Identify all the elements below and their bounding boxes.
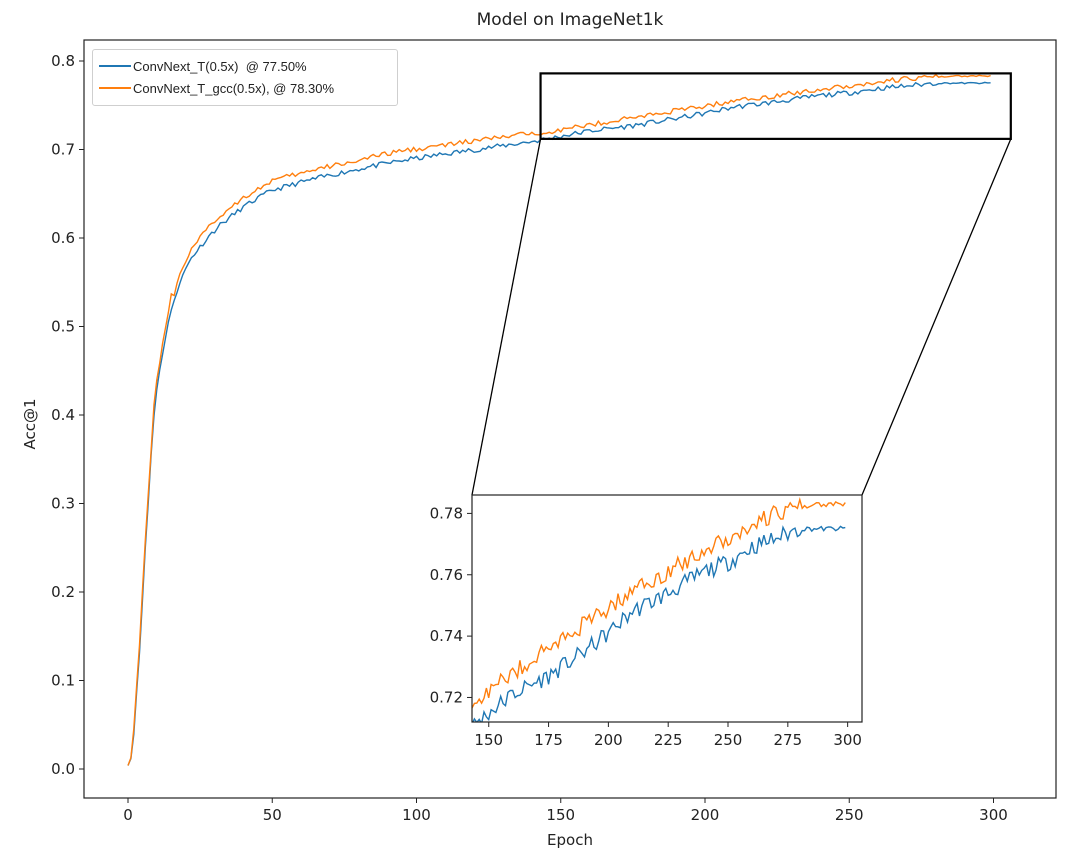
svg-text:275: 275 — [774, 731, 803, 749]
chart-title: Model on ImageNet1k — [476, 10, 664, 30]
svg-text:150: 150 — [546, 806, 575, 824]
legend-item-baseline: ConvNext_T(0.5x) @ 77.50% — [99, 56, 307, 76]
y-axis-label: Acc@1 — [21, 398, 39, 450]
svg-text:225: 225 — [654, 731, 683, 749]
x-axis-label: Epoch — [547, 831, 593, 849]
svg-text:0.1: 0.1 — [51, 672, 75, 690]
svg-text:300: 300 — [833, 731, 862, 749]
svg-text:200: 200 — [691, 806, 720, 824]
svg-text:0.74: 0.74 — [430, 627, 463, 645]
legend-label: ConvNext_T(0.5x) @ 77.50% — [133, 58, 307, 74]
svg-text:0.5: 0.5 — [51, 318, 75, 336]
svg-text:0.2: 0.2 — [51, 583, 75, 601]
svg-text:0.0: 0.0 — [51, 760, 75, 778]
legend-line-icon — [99, 87, 131, 89]
svg-text:250: 250 — [714, 731, 743, 749]
svg-text:0.6: 0.6 — [51, 229, 75, 247]
svg-text:0.4: 0.4 — [51, 406, 75, 424]
svg-text:50: 50 — [263, 806, 282, 824]
legend-line-icon — [99, 65, 131, 67]
svg-text:0: 0 — [123, 806, 133, 824]
svg-text:150: 150 — [474, 731, 503, 749]
svg-text:0.7: 0.7 — [51, 141, 75, 159]
svg-text:300: 300 — [979, 806, 1008, 824]
svg-text:200: 200 — [594, 731, 623, 749]
svg-text:175: 175 — [534, 731, 563, 749]
series-line-1 — [127, 73, 991, 766]
svg-text:100: 100 — [402, 806, 431, 824]
svg-text:0.3: 0.3 — [51, 495, 75, 513]
svg-text:250: 250 — [835, 806, 864, 824]
svg-text:0.78: 0.78 — [430, 504, 463, 522]
legend-item-gcc: ConvNext_T_gcc(0.5x), @ 78.30% — [99, 78, 334, 98]
svg-text:0.8: 0.8 — [51, 52, 75, 70]
svg-text:0.76: 0.76 — [430, 566, 463, 584]
legend-label: ConvNext_T_gcc(0.5x), @ 78.30% — [133, 80, 335, 96]
svg-text:0.72: 0.72 — [430, 688, 463, 706]
legend: ConvNext_T(0.5x) @ 77.50% ConvNext_T_gcc… — [92, 49, 398, 106]
